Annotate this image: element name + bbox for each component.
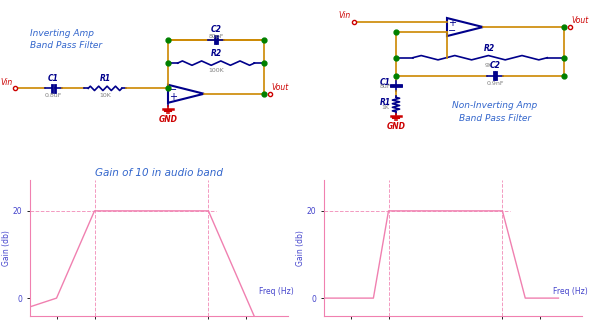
Text: +: +: [169, 92, 178, 102]
Text: 8uF: 8uF: [380, 84, 391, 90]
Text: R1: R1: [380, 98, 391, 107]
Text: C2: C2: [490, 61, 500, 70]
Text: 80pF: 80pF: [208, 34, 224, 39]
Text: Inverting Amp
Band Pass Filter: Inverting Amp Band Pass Filter: [30, 29, 102, 51]
Text: Freq (Hz): Freq (Hz): [553, 287, 587, 296]
Text: −: −: [448, 26, 457, 36]
Text: C1: C1: [48, 74, 59, 83]
Text: Vout: Vout: [271, 83, 289, 92]
Text: Vin: Vin: [1, 78, 13, 87]
Text: 100K: 100K: [208, 68, 224, 73]
Text: 0.8uF: 0.8uF: [45, 93, 62, 99]
Text: Vout: Vout: [571, 16, 589, 25]
Text: GND: GND: [158, 115, 178, 124]
Text: R2: R2: [211, 49, 221, 58]
Text: 9K: 9K: [485, 63, 493, 68]
Text: R1: R1: [100, 74, 110, 83]
Text: 0.9nF: 0.9nF: [486, 81, 504, 86]
Text: Freq (Hz): Freq (Hz): [259, 287, 293, 296]
Text: R2: R2: [484, 44, 494, 53]
Text: C1: C1: [380, 78, 391, 87]
Text: GND: GND: [386, 122, 406, 131]
Text: −: −: [169, 85, 178, 95]
Text: Non-Inverting Amp
Band Pass Filter: Non-Inverting Amp Band Pass Filter: [452, 101, 538, 123]
Y-axis label: Gain (db): Gain (db): [2, 230, 11, 266]
Text: C2: C2: [211, 25, 221, 34]
Y-axis label: Gain (db): Gain (db): [296, 230, 305, 266]
Text: 1K: 1K: [382, 105, 389, 110]
Text: 10K: 10K: [99, 93, 111, 99]
Text: +: +: [448, 18, 457, 28]
Text: Vin: Vin: [339, 11, 351, 20]
Title: Gain of 10 in audio band: Gain of 10 in audio band: [95, 168, 223, 178]
